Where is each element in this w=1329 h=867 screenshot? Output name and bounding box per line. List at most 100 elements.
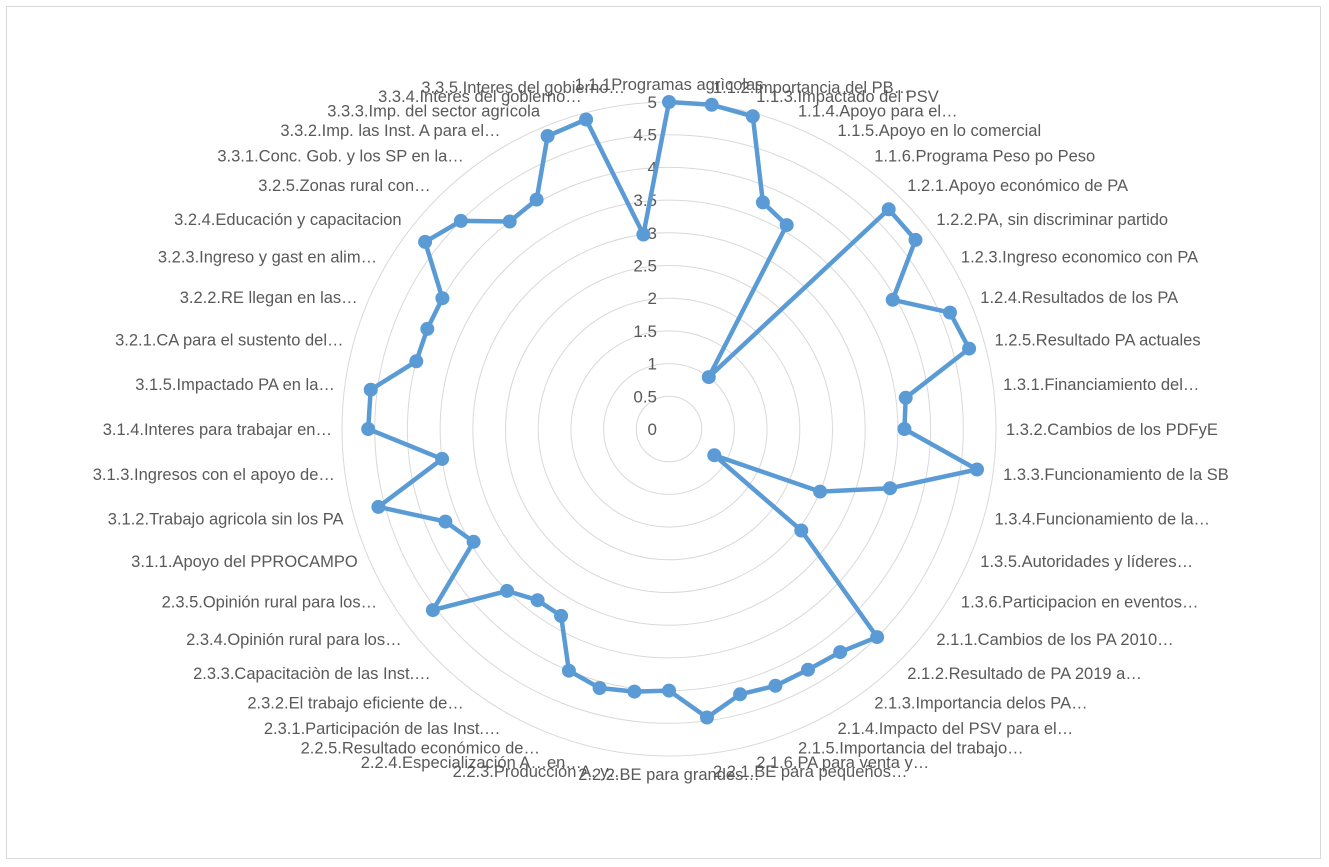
data-point <box>700 710 714 725</box>
data-point <box>500 583 515 598</box>
category-label: 3.1.3.Ingresos con el apoyo de… <box>93 466 335 484</box>
tick-label: 1 <box>648 355 657 374</box>
category-label: 1.1.6.Programa Peso po Peso <box>874 147 1095 165</box>
category-label: 2.2.2.BE para grandes… <box>578 766 760 784</box>
data-point <box>870 630 885 645</box>
category-label: 2.1.4.Impacto del PSV para el… <box>838 720 1074 738</box>
category-label: 2.1.3.Importancia delos PA… <box>874 695 1087 713</box>
data-point <box>627 684 642 699</box>
category-label: 2.3.2.El trabajo eficiente de… <box>247 695 463 713</box>
category-label: 3.1.2.Trabajo agricola sin los PA <box>108 510 344 528</box>
category-label: 3.3.2.Imp. las Inst. A para el… <box>280 122 500 140</box>
category-label: 3.3.1.Conc. Gob. y los SP en la… <box>217 147 463 165</box>
data-point <box>540 129 555 143</box>
data-point <box>943 305 957 320</box>
tick-label: 4.5 <box>633 126 657 145</box>
tick-label: 0.5 <box>633 387 657 406</box>
category-label: 3.2.2.RE llegan en las… <box>180 289 358 307</box>
category-label: 2.1.5.Importancia del trabajo… <box>798 740 1024 758</box>
data-point <box>592 681 607 695</box>
category-label: 2.3.4.Opinión rural para los… <box>186 631 402 649</box>
data-point <box>561 663 576 678</box>
tick-label: 5 <box>648 93 657 112</box>
data-point <box>962 341 977 356</box>
category-label: 2.1.1.Cambios de los PA 2010… <box>936 631 1173 649</box>
tick-label: 3 <box>648 224 657 243</box>
category-label: 2.1.2.Resultado de PA 2019 a… <box>907 665 1142 683</box>
data-point <box>420 321 435 336</box>
grid-circle <box>537 297 801 561</box>
category-label: 1.1.4.Apoyo para el… <box>798 102 958 120</box>
category-label: 2.1.6.PA para venta y… <box>756 754 929 772</box>
tick-label: 2.5 <box>633 257 657 276</box>
data-point <box>768 678 783 693</box>
category-label: 2.2.5.Resultado económico de… <box>301 740 540 758</box>
radar-chart: 00.511.522.533.544.55 1.1.1Programas agr… <box>93 76 1229 784</box>
data-point <box>453 213 468 228</box>
category-label: 2.2.1.BE para pequeños… <box>713 763 907 781</box>
category-label: 3.2.3.Ingreso y gast en alim… <box>158 249 377 267</box>
grid-circle <box>472 232 866 626</box>
category-label: 3.2.1.CA para el sustento del… <box>115 332 343 350</box>
data-point <box>435 291 450 306</box>
category-label: 2.2.4.Especialización A…en… <box>361 754 582 772</box>
data-point <box>755 195 770 210</box>
category-label: 2.3.5.Opinión rural para los… <box>162 594 378 612</box>
data-point <box>363 382 378 397</box>
data-point <box>908 232 923 247</box>
category-label: 1.1.1Programas agrìcolas <box>575 76 764 94</box>
data-point <box>371 499 386 514</box>
data-point <box>438 514 453 529</box>
chart-area: 0 0.5 1 1.5 2 2.5 3 3.5 4 4.5 5 1.1.1Programas agr… <box>6 6 1321 859</box>
category-label: 2.3.3.Capacitaciòn de las Inst.… <box>193 665 431 683</box>
radial-tick-labels: 00.511.522.533.544.55 <box>633 93 657 439</box>
category-label: 1.3.4.Funcionamiento de la… <box>995 510 1211 528</box>
data-point <box>885 292 900 307</box>
data-point <box>554 608 569 623</box>
tick-label: 0 <box>648 420 657 439</box>
data-point <box>745 109 760 124</box>
data-point <box>361 422 376 436</box>
category-label: 1.3.1.Financiamiento del… <box>1003 376 1199 394</box>
category-label: 2.2.3.Producción A. y… <box>453 763 625 781</box>
data-point <box>779 218 794 233</box>
grid-circle <box>603 363 735 495</box>
data-point <box>466 534 481 549</box>
category-label: 3.1.4.Interes para trabajar en… <box>103 421 332 439</box>
data-point <box>662 95 676 109</box>
data-point <box>813 484 828 499</box>
category-label: 1.3.5.Autoridades y líderes… <box>980 553 1193 571</box>
data-point <box>530 593 545 608</box>
data-point <box>881 202 896 217</box>
data-point <box>733 687 748 702</box>
grid-circle <box>570 330 768 528</box>
data-point <box>883 481 898 496</box>
data-point <box>970 462 984 477</box>
data-point <box>704 97 719 112</box>
data-point <box>435 451 450 466</box>
category-label: 2.3.1.Participación de las Inst.… <box>264 720 501 738</box>
grid-circle <box>635 395 703 463</box>
data-point <box>636 227 651 242</box>
category-label: 1.1.2.Importancia del PB… <box>713 79 910 97</box>
data-point <box>801 662 815 677</box>
category-label: 1.2.1.Apoyo económico de PA <box>907 177 1128 195</box>
data-point <box>701 370 716 385</box>
tick-label: 1.5 <box>633 322 657 341</box>
data-point <box>897 422 912 436</box>
category-label: 1.2.5.Resultado PA actuales <box>995 332 1201 350</box>
category-label: 1.3.3.Funcionamiento de la SB <box>1003 466 1229 484</box>
data-point <box>707 448 722 463</box>
data-point <box>529 192 544 207</box>
category-label: 1.3.2.Cambios de los PDFyE <box>1006 421 1218 439</box>
category-label: 3.1.1.Apoyo del PPROCAMPO <box>131 553 358 571</box>
category-label: 1.2.2.PA, sin discriminar partido <box>936 211 1168 229</box>
data-point <box>662 683 676 698</box>
category-label: 1.1.5.Apoyo en lo comercial <box>838 122 1042 140</box>
category-label: 1.3.6.Participacion en eventos… <box>961 594 1199 612</box>
data-point <box>833 645 848 660</box>
data-point <box>409 354 424 369</box>
data-point <box>579 112 594 127</box>
category-label: 3.3.3.Imp. del sector agrìcola <box>327 102 541 120</box>
category-label: 3.2.4.Educación y capacitacion <box>174 211 401 229</box>
